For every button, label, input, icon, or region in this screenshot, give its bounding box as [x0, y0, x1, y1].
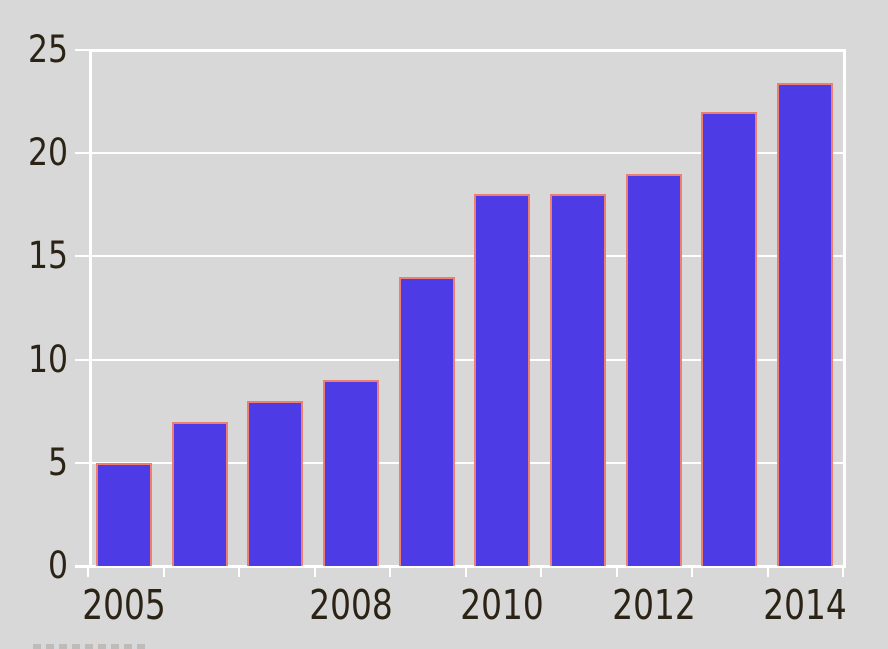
- x-tick-mark: [389, 566, 391, 577]
- x-tick-mark: [691, 566, 693, 577]
- bar-2009: [398, 277, 455, 566]
- gridline: [89, 255, 846, 258]
- x-tick-mark: [87, 566, 89, 577]
- x-tick-mark: [540, 566, 542, 577]
- x-tick-mark: [313, 566, 316, 577]
- cutoff-text-fragment: [33, 644, 147, 649]
- y-tick-label: 20: [27, 131, 68, 175]
- x-tick-label: 2010: [460, 581, 545, 629]
- bar-2011: [550, 194, 607, 566]
- y-tick-mark: [75, 461, 89, 464]
- bar-2010: [474, 194, 531, 566]
- y-tick-label: 15: [27, 234, 68, 278]
- x-tick-mark: [238, 566, 240, 577]
- y-tick-label: 5: [47, 440, 68, 484]
- x-tick-label: 2005: [82, 581, 166, 629]
- bar-2012: [625, 173, 682, 566]
- x-axis-line: [75, 564, 846, 568]
- x-tick-label: 2012: [611, 581, 696, 629]
- x-tick-mark: [615, 566, 618, 577]
- x-tick-mark: [162, 566, 165, 577]
- y-tick-label: 25: [27, 28, 68, 71]
- bar-2008: [323, 380, 379, 566]
- bar-2014: [777, 83, 834, 566]
- x-tick-mark: [842, 566, 844, 577]
- y-tick-mark: [75, 255, 89, 258]
- bar-2013: [701, 111, 758, 566]
- y-tick-mark: [75, 358, 89, 361]
- gridline: [89, 461, 846, 464]
- y-tick-mark: [75, 49, 89, 51]
- right-border-line: [843, 50, 846, 566]
- y-tick-label: 0: [47, 544, 68, 587]
- x-tick-mark: [464, 566, 467, 577]
- bar-2006: [171, 421, 228, 566]
- y-tick-mark: [75, 152, 89, 155]
- bar-2007: [247, 400, 304, 566]
- y-tick-label: 10: [27, 337, 68, 381]
- x-tick-mark: [766, 566, 769, 577]
- x-tick-label: 2008: [309, 581, 393, 629]
- gridline: [89, 358, 846, 361]
- bar-2005: [96, 462, 152, 566]
- y-axis-line: [89, 50, 92, 566]
- x-tick-label: 2014: [763, 581, 847, 629]
- gridline: [89, 152, 846, 155]
- gridline: [89, 49, 846, 52]
